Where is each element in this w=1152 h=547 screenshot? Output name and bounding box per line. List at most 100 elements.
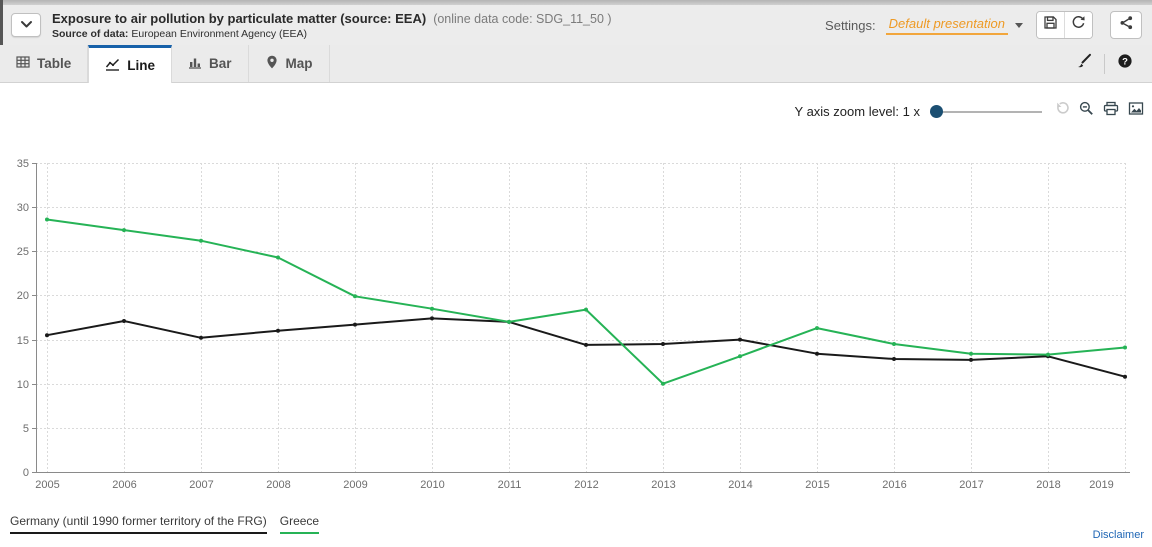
data-point-greece[interactable] (199, 238, 203, 243)
data-point-germany[interactable] (1123, 374, 1127, 379)
data-point-greece[interactable] (45, 217, 49, 222)
tab-label: Line (127, 58, 156, 73)
share-icon (1119, 15, 1134, 35)
tab-line[interactable]: Line (88, 45, 173, 83)
source-of-data-label: Source of data: (52, 27, 129, 40)
x-tick-label: 2006 (112, 479, 136, 491)
x-tick-label: 2016 (882, 479, 906, 491)
x-tick-label: 2012 (574, 479, 598, 491)
tabbar-tools: ? (1069, 45, 1140, 82)
y-tick-label: 0 (23, 467, 29, 479)
data-point-greece[interactable] (584, 307, 588, 312)
x-tick-label: 2017 (959, 479, 983, 491)
data-point-germany[interactable] (122, 319, 126, 323)
y-tick-label: 5 (23, 423, 29, 435)
data-point-greece[interactable] (892, 342, 896, 346)
data-point-greece[interactable] (430, 306, 434, 311)
chevron-down-icon[interactable] (1015, 22, 1023, 28)
line-chart[interactable]: 0 5 10 15 20 25 30 35 2005 2006 2007 2008 2009 2010 20… (0, 0, 1152, 505)
save-settings-button[interactable] (1037, 12, 1064, 38)
y-tick-label: 15 (17, 335, 29, 347)
y-axis-zoom-label: Y axis zoom level: 1 x (794, 103, 920, 119)
data-point-greece[interactable] (353, 294, 357, 299)
data-point-germany[interactable] (276, 328, 280, 333)
undo-icon (1055, 101, 1070, 121)
x-tick-label: 2015 (805, 479, 829, 491)
data-point-germany[interactable] (584, 342, 588, 347)
collapse-header-button[interactable] (11, 13, 41, 37)
x-tick-label: 2013 (651, 479, 675, 491)
svg-text:?: ? (1122, 56, 1128, 67)
x-tick-label: 2018 (1036, 479, 1060, 491)
x-tick-label: 2005 (35, 479, 59, 491)
print-button[interactable] (1103, 101, 1119, 121)
refresh-button[interactable] (1064, 12, 1092, 38)
data-point-greece[interactable] (815, 326, 819, 331)
zoom-out-icon (1079, 101, 1094, 121)
data-point-greece[interactable] (122, 228, 126, 233)
data-point-germany[interactable] (738, 337, 742, 342)
paintbrush-icon (1076, 53, 1092, 74)
y-axis-zoom-control: Y axis zoom level: 1 x (795, 100, 1144, 122)
data-point-greece[interactable] (1046, 352, 1050, 357)
data-point-germany[interactable] (892, 357, 896, 361)
header-right: Settings: Default presentation (825, 11, 1142, 39)
legend-item-germany[interactable]: Germany (until 1990 former territory of … (10, 514, 267, 534)
y-tick-label: 20 (17, 290, 29, 302)
share-button[interactable] (1110, 11, 1142, 39)
y-axis-zoom-slider[interactable] (930, 104, 1042, 118)
x-tick-label: 2014 (728, 479, 752, 491)
tab-map[interactable]: Map (249, 45, 330, 82)
data-point-greece[interactable] (276, 255, 280, 260)
tab-label: Bar (209, 56, 232, 71)
view-tabbar: Table Line Bar (0, 45, 1152, 83)
y-tick-label: 35 (17, 158, 29, 170)
settings-label: Settings: (825, 17, 876, 33)
zoom-out-button[interactable] (1079, 101, 1094, 121)
data-point-germany[interactable] (430, 316, 434, 321)
help-button[interactable]: ? (1110, 49, 1140, 79)
export-image-button[interactable] (1128, 101, 1144, 121)
settings-buttons (1036, 11, 1093, 39)
x-tick-label: 2008 (266, 479, 290, 491)
tab-label: Table (37, 56, 72, 71)
page-title: Exposure to air pollution by particulate… (52, 10, 427, 26)
x-tick-label: 2009 (343, 479, 367, 491)
line-chart-icon (105, 57, 120, 74)
tab-bar[interactable]: Bar (172, 45, 249, 82)
data-point-greece[interactable] (661, 381, 665, 386)
tab-table[interactable]: Table (0, 45, 89, 82)
x-tick-label: 2011 (498, 479, 522, 491)
customize-style-button[interactable] (1069, 49, 1099, 79)
disclaimer-link[interactable]: Disclaimer (1092, 529, 1144, 541)
legend-item-greece[interactable]: Greece (279, 514, 320, 534)
data-point-germany[interactable] (661, 342, 665, 346)
save-icon (1043, 15, 1058, 35)
undo-zoom-button[interactable] (1055, 101, 1070, 121)
chevron-down-icon (20, 16, 33, 34)
table-icon (16, 55, 30, 72)
help-icon: ? (1117, 53, 1133, 74)
title-block: Exposure to air pollution by particulate… (52, 11, 612, 40)
refresh-icon (1071, 15, 1086, 35)
data-point-greece[interactable] (738, 354, 742, 359)
data-point-germany[interactable] (199, 335, 203, 340)
data-point-greece[interactable] (1123, 345, 1127, 350)
x-tick-label: 2019 (1089, 479, 1113, 491)
data-point-germany[interactable] (353, 322, 357, 327)
chart-legend: Germany (until 1990 former territory of … (10, 514, 320, 534)
settings-presentation-dropdown[interactable]: Default presentation (885, 16, 1008, 35)
tab-label: Map (285, 56, 313, 71)
slider-thumb[interactable] (930, 104, 943, 118)
window-top-strip (0, 0, 1152, 5)
data-point-germany[interactable] (45, 333, 49, 338)
print-icon (1103, 101, 1119, 121)
data-point-greece[interactable] (507, 319, 511, 324)
data-point-germany[interactable] (969, 357, 973, 362)
y-tick-label: 25 (17, 246, 29, 258)
slider-track[interactable] (930, 110, 1042, 113)
data-point-germany[interactable] (815, 351, 819, 356)
data-point-greece[interactable] (969, 351, 973, 356)
online-data-code: (online data code: SDG_11_50 ) (433, 11, 612, 26)
